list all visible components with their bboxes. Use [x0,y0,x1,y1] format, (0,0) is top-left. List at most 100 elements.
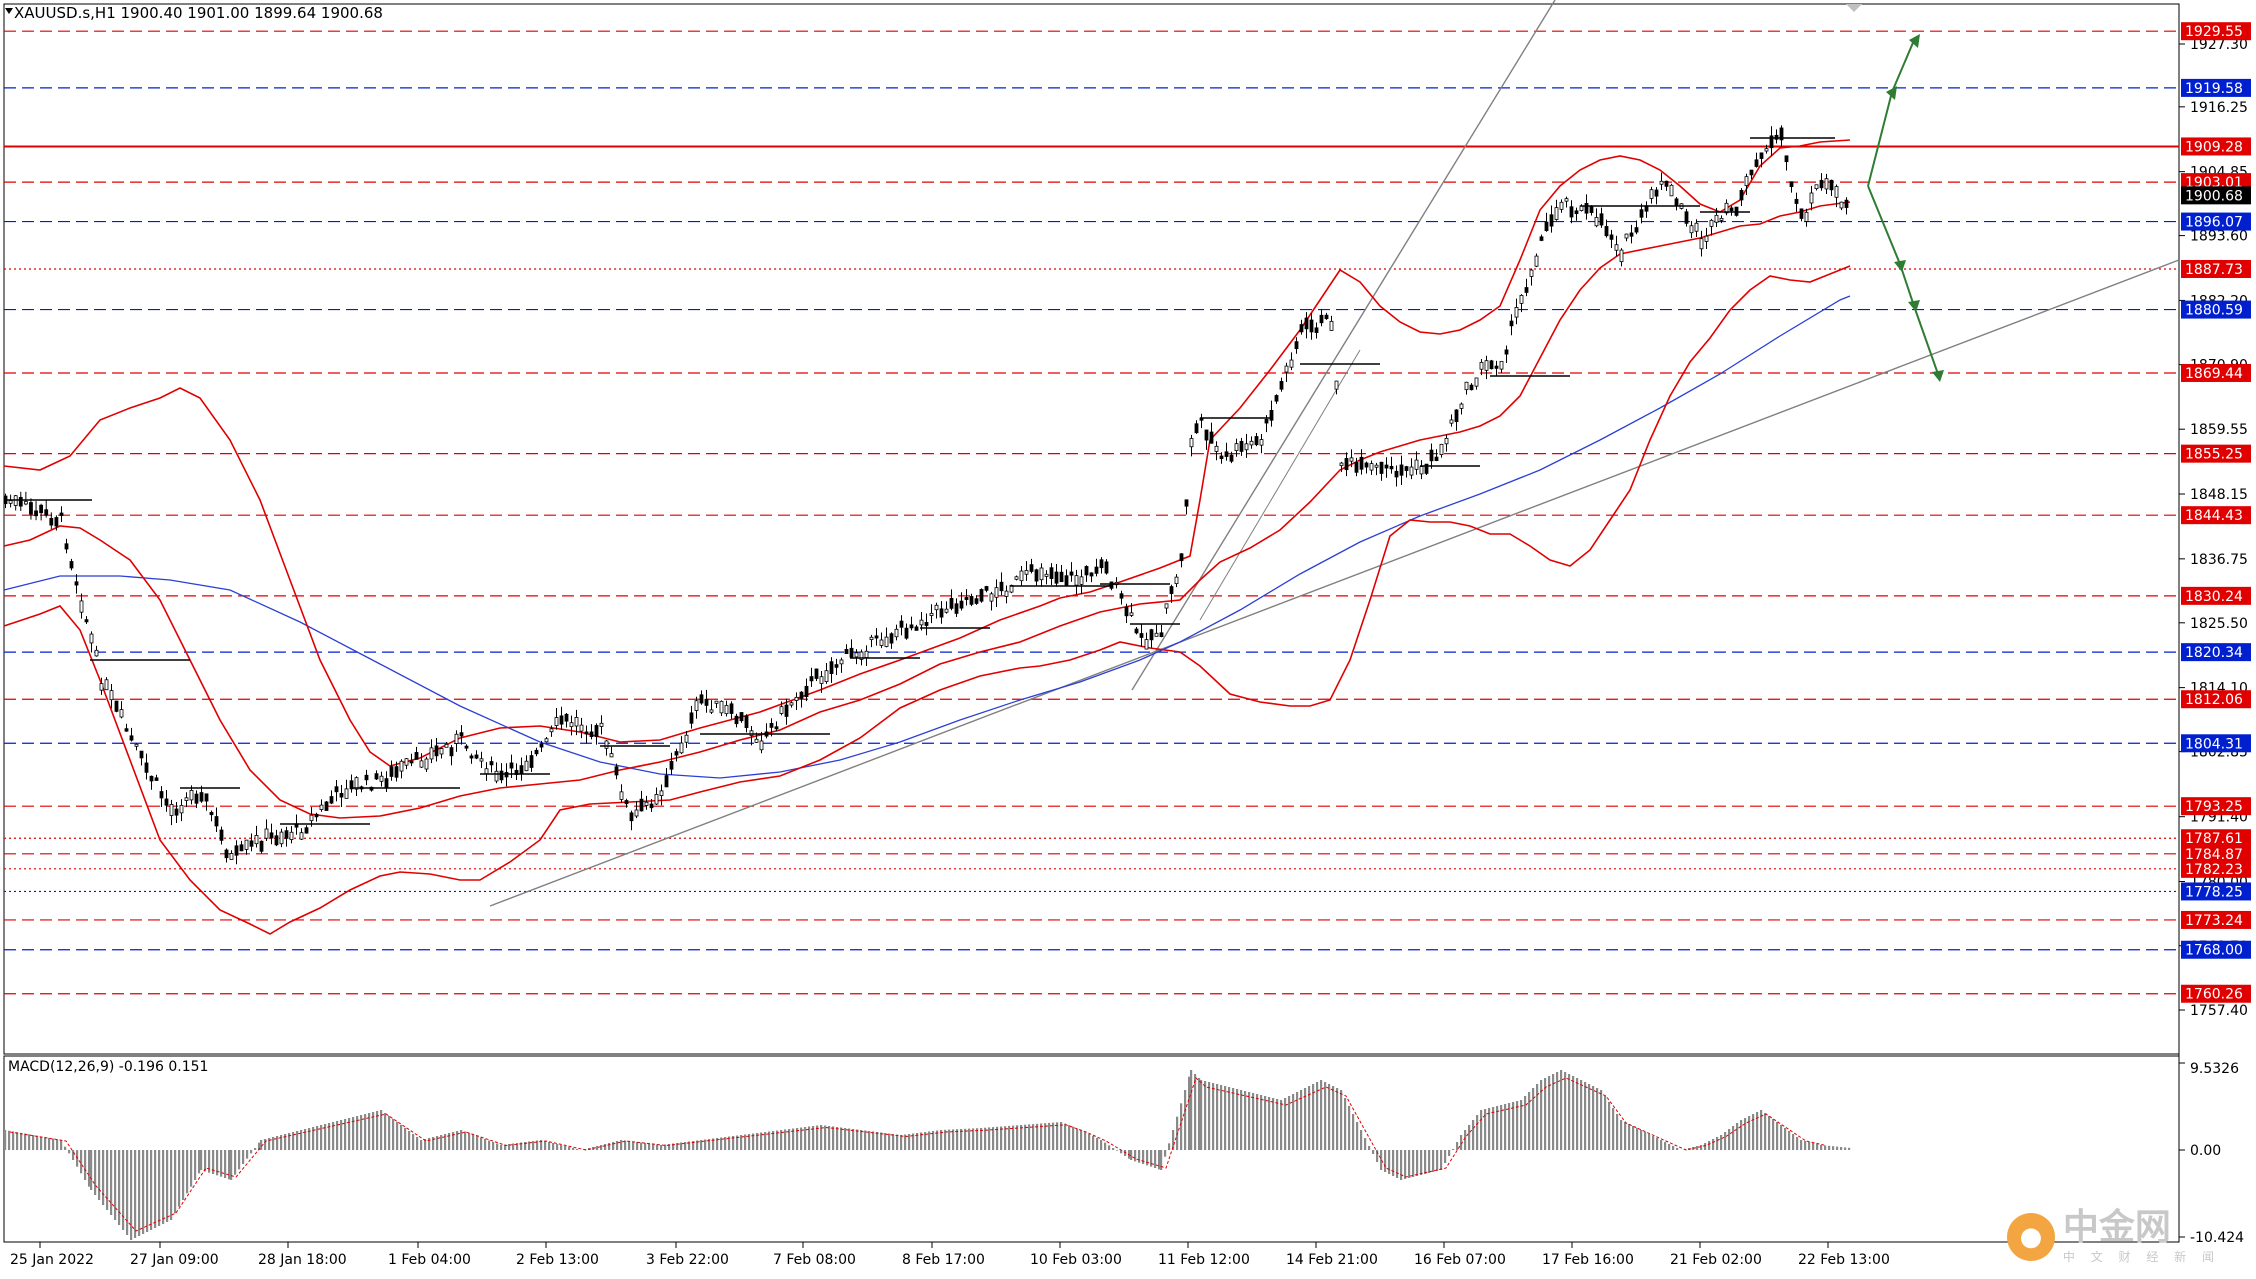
level-price-tag [2181,259,2251,278]
level-price-tag-text: 1855.25 [2185,447,2243,463]
macd-signal-line [9,1077,1827,1232]
level-price-tag-text: 1760.26 [2185,987,2243,1003]
last-price-tag-text: 1900.68 [2185,188,2243,204]
time-axis-label: 14 Feb 21:00 [1286,1252,1378,1268]
price-scale-label: 1848.15 [2190,487,2248,503]
trendline-upper-steep [1131,0,1556,691]
macd-scale-label: 0.00 [2190,1143,2221,1159]
watermark-sub-text: 中 文 财 经 新 闻 [2062,1250,2220,1264]
level-price-tag [2181,643,2251,662]
level-price-tag-text: 1896.07 [2185,215,2243,231]
time-axis-label: 1 Feb 04:00 [388,1252,471,1268]
time-axis-label: 10 Feb 03:00 [1030,1252,1122,1268]
time-axis-label: 3 Feb 22:00 [646,1252,729,1268]
macd-scale-label: -10.424 [2190,1230,2244,1246]
time-axis-label: 2 Feb 13:00 [516,1252,599,1268]
price-scale-label: 1757.40 [2190,1003,2248,1019]
level-price-tag [2181,940,2251,959]
time-axis-label: 11 Feb 12:00 [1158,1252,1250,1268]
forecast-arrows [1867,34,1944,382]
level-price-tag-text: 1784.87 [2185,847,2243,863]
level-price-tag-text: 1793.25 [2185,799,2243,815]
level-price-tag-text: 1844.43 [2185,508,2243,524]
watermark-logo: ● 中金网 中 文 财 经 新 闻 [2006,1207,2220,1265]
time-axis-label: 22 Feb 13:00 [1798,1252,1890,1268]
level-price-tag [2181,844,2251,863]
macd-scale-label: 9.5326 [2190,1061,2239,1077]
pivot-markers [4,137,1835,825]
level-price-tag-text: 1768.00 [2185,943,2243,959]
arrow-down-head-2 [1908,300,1920,312]
coin-logo-icon: ● [2006,1212,2055,1261]
level-price-tag-text: 1869.44 [2185,366,2243,382]
level-price-tag-text: 1880.59 [2185,303,2243,319]
ma-blue-line [3,295,1851,779]
level-price-tag [2181,984,2251,1003]
level-price-tag [2181,829,2251,848]
level-price-tag [2181,22,2251,41]
level-price-tag [2181,78,2251,97]
level-price-tag [2181,859,2251,878]
trendlines [489,0,2180,907]
trendline-lower-long [489,259,2180,907]
level-price-tag-text: 1778.25 [2185,884,2243,900]
level-price-tag [2181,137,2251,156]
arrow-down-head-3 [1932,370,1944,382]
level-price-tag [2181,300,2251,319]
time-axis-label: 25 Jan 2022 [10,1252,94,1268]
watermark-main-text: 中金网 [2062,1207,2171,1248]
bollinger-lower [3,265,1851,935]
level-price-tag-text: 1919.58 [2185,81,2243,97]
level-price-tag [2181,882,2251,901]
level-price-tag [2181,586,2251,605]
level-price-tag [2181,212,2251,231]
level-price-tag [2181,797,2251,816]
arrow-down-path [1867,185,1939,375]
last-price-tag [2181,186,2251,205]
symbol-info: XAUUSD.s,H1 1900.40 1901.00 1899.64 1900… [14,4,383,22]
chevron-down-icon[interactable] [5,8,13,14]
bollinger-bands [3,139,1851,935]
price-scale-label: 1825.50 [2190,616,2248,632]
level-price-tag [2181,506,2251,525]
level-price-tags: 1929.551919.581909.281903.011896.071887.… [2181,22,2251,1003]
time-axis-label: 28 Jan 18:00 [258,1252,347,1268]
moving-average [3,295,1851,779]
time-axis-label: 16 Feb 07:00 [1414,1252,1506,1268]
arrow-up-head-2 [1909,34,1920,48]
level-price-tag-text: 1782.23 [2185,862,2243,878]
bollinger-middle [3,201,1851,819]
price-scale-label: 1916.25 [2190,100,2248,116]
arrow-down-head-1 [1894,260,1906,272]
price-scale-label: 1893.60 [2190,229,2248,245]
level-price-tag-text: 1830.24 [2185,589,2243,605]
level-price-tag [2181,734,2251,753]
time-axis: 25 Jan 2022 27 Jan 09:00 28 Jan 18:00 1 Feb… [10,1242,1890,1268]
time-axis-label: 21 Feb 02:00 [1670,1252,1762,1268]
level-price-tag-text: 1773.24 [2185,913,2243,929]
level-price-tag-text: 1820.34 [2185,645,2243,661]
level-price-tag-text: 1887.73 [2185,262,2243,278]
price-scale-label: 1927.30 [2190,37,2248,53]
time-axis-label: 8 Feb 17:00 [902,1252,985,1268]
price-scale-label: 1836.75 [2190,552,2248,568]
level-price-tag [2181,444,2251,463]
level-price-tag-text: 1812.06 [2185,692,2243,708]
candlesticks [3,125,1849,865]
level-price-tag-text: 1787.61 [2185,831,2243,847]
arrow-up-head-1 [1886,86,1897,100]
macd-scale: 9.5326 0.00 -10.424 [2179,1061,2244,1246]
trendline-channel [1199,349,1361,621]
level-price-tag-text: 1804.31 [2185,736,2243,752]
macd-indicator-label: MACD(12,26,9) -0.196 0.151 [8,1059,209,1075]
level-price-tag-text: 1929.55 [2185,24,2243,40]
level-price-tag [2181,690,2251,709]
level-price-tag [2181,363,2251,382]
bollinger-upper [3,139,1851,767]
price-scale-label: 1859.55 [2190,422,2248,438]
shift-marker-icon[interactable] [1846,4,1862,12]
level-price-tag-text: 1909.28 [2185,139,2243,155]
time-axis-label: 27 Jan 09:00 [130,1252,219,1268]
